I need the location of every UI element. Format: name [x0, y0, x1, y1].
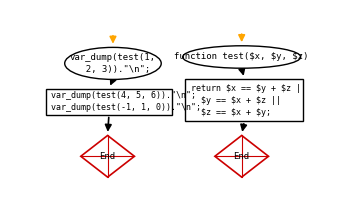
Bar — [185, 79, 303, 121]
Ellipse shape — [65, 47, 161, 79]
Text: function test($x, $y, $z): function test($x, $y, $z) — [174, 52, 309, 62]
Ellipse shape — [183, 46, 301, 68]
Polygon shape — [81, 135, 134, 177]
Text: End: End — [234, 152, 250, 161]
Polygon shape — [215, 135, 268, 177]
Text: End: End — [100, 152, 116, 161]
Text: return $x == $y + $z ||
  $y == $x + $z ||
  $z == $x + $y;: return $x == $y + $z || $y == $x + $z ||… — [191, 84, 306, 116]
Text: var_dump(test(4, 5, 6))."\n";
var_dump(test(-1, 1, 0))."\n";: var_dump(test(4, 5, 6))."\n"; var_dump(t… — [51, 92, 201, 112]
Bar — [46, 89, 172, 115]
Text: var_dump(test(1,
  2, 3))."\n";: var_dump(test(1, 2, 3))."\n"; — [70, 53, 156, 74]
